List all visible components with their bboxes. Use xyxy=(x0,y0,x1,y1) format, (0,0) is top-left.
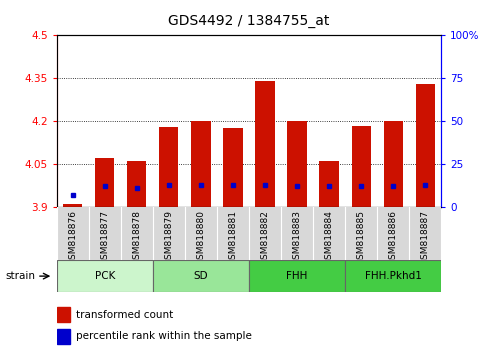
Text: GSM818887: GSM818887 xyxy=(421,210,430,265)
Text: GSM818883: GSM818883 xyxy=(292,210,302,265)
Text: FHH.Pkhd1: FHH.Pkhd1 xyxy=(365,271,422,281)
Text: GSM818876: GSM818876 xyxy=(68,210,77,265)
Text: GSM818884: GSM818884 xyxy=(324,210,334,265)
Text: percentile rank within the sample: percentile rank within the sample xyxy=(76,331,252,341)
Text: GSM818877: GSM818877 xyxy=(100,210,109,265)
Bar xyxy=(57,307,70,322)
FancyBboxPatch shape xyxy=(249,260,345,292)
Text: GSM818882: GSM818882 xyxy=(260,210,270,265)
Bar xyxy=(95,159,114,207)
Bar xyxy=(159,127,178,207)
Text: transformed count: transformed count xyxy=(76,310,173,320)
Bar xyxy=(416,84,435,207)
Bar xyxy=(57,329,70,343)
Text: strain: strain xyxy=(5,271,35,281)
Bar xyxy=(352,126,371,207)
Bar xyxy=(384,121,403,207)
Text: GSM818881: GSM818881 xyxy=(228,210,238,265)
Bar xyxy=(255,81,275,207)
FancyBboxPatch shape xyxy=(345,260,441,292)
Bar xyxy=(223,129,243,207)
Bar xyxy=(63,204,82,207)
Bar xyxy=(287,121,307,207)
Text: GSM818878: GSM818878 xyxy=(132,210,141,265)
Text: FHH: FHH xyxy=(286,271,308,281)
FancyBboxPatch shape xyxy=(153,260,249,292)
Text: SD: SD xyxy=(194,271,208,281)
Text: GSM818885: GSM818885 xyxy=(356,210,366,265)
Text: GSM818886: GSM818886 xyxy=(388,210,398,265)
FancyBboxPatch shape xyxy=(57,260,153,292)
Text: PCK: PCK xyxy=(95,271,115,281)
Bar xyxy=(127,161,146,207)
Bar xyxy=(319,161,339,207)
Text: GDS4492 / 1384755_at: GDS4492 / 1384755_at xyxy=(168,14,330,28)
Text: GSM818880: GSM818880 xyxy=(196,210,206,265)
Bar xyxy=(191,121,211,207)
Text: GSM818879: GSM818879 xyxy=(164,210,174,265)
